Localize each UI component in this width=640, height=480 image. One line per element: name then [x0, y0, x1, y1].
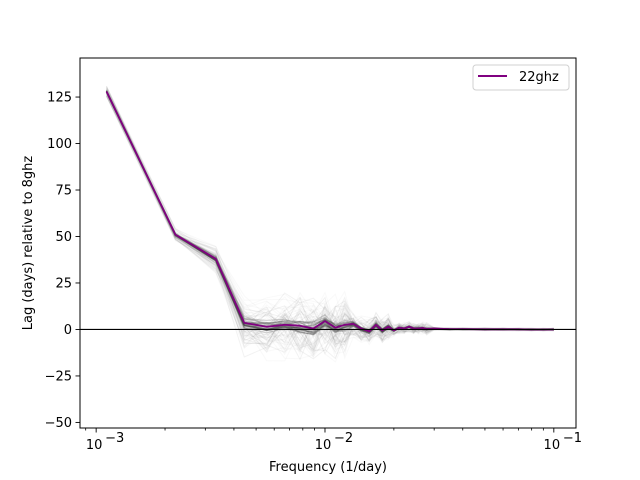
ensemble-core-line [105, 91, 554, 334]
ensemble-realization-line [106, 91, 554, 340]
ensemble-realization-line [106, 89, 554, 332]
y-tick-label: 25 [55, 276, 72, 291]
ensemble-realization-line [106, 90, 554, 344]
ensemble-envelope [105, 85, 554, 363]
x-tick-label-exponent: −3 [105, 431, 124, 446]
y-tick-label: 100 [47, 137, 72, 152]
x-tick-label: 10 [315, 438, 332, 453]
x-tick-label: 10 [86, 438, 103, 453]
plot-frame [79, 57, 577, 429]
ensemble-realization-line [106, 91, 554, 339]
y-tick-label: 0 [64, 323, 72, 338]
x-tick-label-exponent: −2 [334, 431, 353, 446]
ensemble-core-line [105, 91, 554, 332]
ensemble-core-line [105, 91, 554, 334]
ensemble-core-line [105, 91, 554, 336]
ensemble-core-line [105, 90, 554, 331]
ensemble-realization-line [106, 86, 554, 337]
ensemble-realization-line [106, 91, 554, 333]
ensemble-core-line [105, 90, 554, 332]
ensemble-core-line [105, 90, 554, 333]
x-tick-label-exponent: −1 [563, 431, 582, 446]
ensemble-realization-line [106, 85, 554, 335]
y-tick-label: −50 [45, 416, 72, 431]
ensemble-realization-line [106, 91, 554, 360]
y-tick-label: −25 [45, 369, 72, 384]
legend-label: 22ghz [519, 70, 559, 85]
ensemble-realization-line [106, 89, 554, 342]
ensemble-core-line [105, 90, 554, 332]
legend-box [472, 64, 570, 91]
ensemble-realization-line [106, 86, 554, 335]
ensemble-core-line [105, 89, 554, 331]
ensemble-realization-line [106, 88, 554, 333]
ensemble-core-line [105, 91, 554, 333]
ensemble-realization-line [106, 94, 554, 344]
y-tick-label: 125 [47, 91, 72, 106]
ensemble-realization-line [106, 92, 554, 334]
ensemble-core-line [105, 91, 554, 334]
ensemble-realization-line [106, 89, 554, 343]
y-tick-label: 50 [55, 230, 72, 245]
ensemble-realization-line [106, 95, 554, 351]
ensemble-realization-line [106, 88, 554, 341]
series-line-22ghz [105, 91, 554, 333]
ensemble-core-line [105, 91, 554, 335]
ensemble-realization-line [106, 90, 554, 336]
ensemble-realization-line [106, 88, 554, 331]
x-axis-title: Frequency (1/day) [269, 460, 387, 475]
ensemble-core-line [105, 91, 554, 332]
ensemble-realization-line [106, 89, 554, 341]
ensemble-core-line [105, 91, 554, 333]
ensemble-realization-line [106, 86, 554, 332]
ensemble-realization-line [106, 95, 554, 355]
ensemble-core-line [105, 91, 554, 333]
y-tick-label: 75 [55, 184, 72, 199]
y-axis-title: Lag (days) relative to 8ghz [21, 156, 36, 331]
ensemble-realization-line [106, 91, 554, 334]
ensemble-core-line [105, 91, 554, 335]
ensemble-realization-line [106, 90, 554, 344]
ensemble-realization-line [106, 90, 554, 336]
x-tick-label: 10 [544, 438, 561, 453]
ensemble-realization-line [106, 88, 554, 338]
ensemble-core-line [105, 91, 554, 333]
y-axis: 125 100 75 50 25 0 −25 −50 [45, 91, 80, 431]
ensemble-core-line [105, 92, 554, 336]
ensemble-realization-line [106, 91, 554, 337]
ensemble-realization-line [106, 92, 554, 336]
ensemble-core-line [105, 90, 554, 331]
legend: 22ghz [472, 64, 570, 91]
series-layer [105, 91, 554, 333]
ensemble-core-line [105, 90, 554, 333]
x-axis: 10 −3 10 −2 10 −1 [85, 428, 582, 453]
ensemble-core-line [105, 90, 554, 331]
ensemble-realization-line [106, 91, 554, 333]
ensemble-core-line [105, 91, 554, 334]
ensemble-core-line [105, 92, 554, 333]
ensemble-core-line [105, 91, 554, 334]
ensemble-realization-line [106, 87, 554, 345]
ensemble-core-line [105, 92, 554, 335]
ensemble-realization-line [106, 87, 554, 341]
